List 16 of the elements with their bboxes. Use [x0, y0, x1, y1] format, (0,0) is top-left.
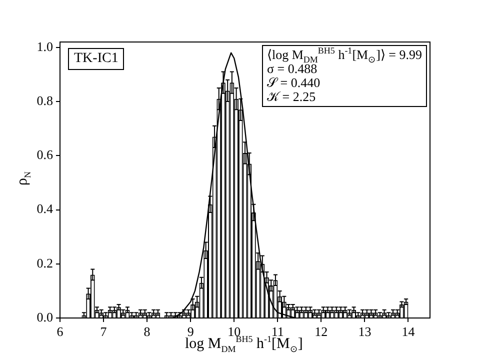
- y-tick-label: 0.2: [36, 255, 53, 270]
- y-tick-label: 0.8: [36, 92, 53, 108]
- y-tick-label: 0.4: [36, 201, 54, 216]
- y-tick-label: 0.0: [36, 309, 53, 324]
- annotation: 𝒮 = 0.440: [266, 75, 320, 90]
- x-tick-label: 13: [358, 324, 372, 340]
- annotation: 𝒦 = 2.25: [266, 89, 316, 104]
- x-tick-label: 6: [56, 324, 64, 340]
- y-tick-label: 1.0: [36, 38, 53, 54]
- annotation: TK-IC1: [68, 48, 124, 70]
- y-tick-label: 0.6: [36, 147, 54, 162]
- x-tick-label: 7: [100, 324, 108, 340]
- x-tick-label: 8: [144, 324, 150, 340]
- x-tick-label: 9: [187, 324, 194, 340]
- x-tick-label: 14: [402, 324, 416, 340]
- x-tick-label: 12: [314, 324, 328, 340]
